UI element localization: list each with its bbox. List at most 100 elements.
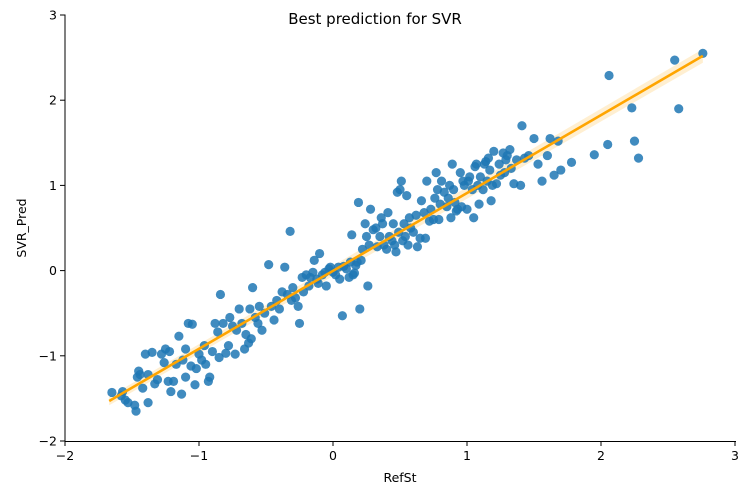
data-point xyxy=(533,159,543,169)
data-point xyxy=(545,133,555,144)
data-point xyxy=(285,226,295,237)
data-point xyxy=(465,172,475,182)
data-point xyxy=(349,268,360,278)
data-point xyxy=(361,231,372,242)
data-point xyxy=(274,304,284,314)
data-point xyxy=(191,363,201,374)
data-point xyxy=(400,231,410,242)
regression-line xyxy=(108,54,704,403)
data-point xyxy=(337,311,347,321)
data-point xyxy=(371,223,381,233)
data-point xyxy=(589,150,599,160)
data-point xyxy=(246,334,256,344)
x-axis-ticks: −2 −1 0 1 2 3 xyxy=(56,441,739,463)
data-point xyxy=(382,244,392,254)
data-point xyxy=(335,274,345,284)
data-point xyxy=(475,172,485,182)
data-point xyxy=(474,199,484,209)
data-point xyxy=(517,121,527,131)
data-point xyxy=(353,197,364,208)
data-point xyxy=(248,283,258,293)
data-point xyxy=(181,372,191,382)
data-point xyxy=(253,318,263,329)
data-point xyxy=(388,219,398,229)
regression-line-layer xyxy=(108,54,704,403)
data-point xyxy=(566,157,577,167)
data-point xyxy=(629,136,640,146)
x-tick-label: 2 xyxy=(597,448,605,463)
x-tick-label: 1 xyxy=(463,448,471,463)
data-point xyxy=(245,304,255,314)
x-tick-label: 0 xyxy=(329,448,337,463)
data-point xyxy=(489,146,499,156)
y-tick-label: 2 xyxy=(49,93,57,108)
data-point xyxy=(315,248,325,259)
data-point xyxy=(218,318,228,329)
data-point xyxy=(213,327,223,337)
data-point xyxy=(269,315,279,325)
data-point xyxy=(447,159,457,169)
data-point xyxy=(288,283,298,293)
data-point xyxy=(159,358,169,368)
data-point xyxy=(633,153,644,163)
data-point xyxy=(408,227,418,237)
y-tick-label: −1 xyxy=(39,348,57,363)
data-point xyxy=(143,398,153,408)
data-point xyxy=(152,375,163,385)
y-axis-label: SVR_Pred xyxy=(14,198,29,257)
data-point xyxy=(168,376,179,386)
data-point xyxy=(225,312,235,323)
data-point xyxy=(396,176,406,186)
chart-title: Best prediction for SVR xyxy=(288,10,462,28)
data-point xyxy=(603,139,613,150)
data-point xyxy=(309,255,319,265)
data-point xyxy=(549,170,559,180)
data-point xyxy=(375,231,385,242)
data-point xyxy=(166,386,176,397)
x-tick-label: 3 xyxy=(731,448,739,463)
data-point xyxy=(230,349,240,359)
data-point xyxy=(412,242,423,252)
data-point xyxy=(360,219,370,229)
data-point xyxy=(390,240,400,250)
data-point xyxy=(434,214,444,225)
y-axis-ticks: −2 −1 0 1 2 3 xyxy=(39,8,65,449)
data-point xyxy=(402,191,412,201)
data-point xyxy=(627,103,637,113)
data-point xyxy=(383,208,393,218)
data-point xyxy=(469,213,479,223)
data-point xyxy=(181,344,191,354)
data-point xyxy=(254,301,264,311)
data-point xyxy=(542,150,553,161)
data-point xyxy=(516,180,526,190)
y-tick-label: −2 xyxy=(39,434,57,449)
data-point xyxy=(483,153,494,163)
data-point xyxy=(280,262,290,272)
data-point xyxy=(207,346,217,357)
data-point xyxy=(257,325,267,335)
data-point xyxy=(505,145,515,155)
data-point xyxy=(223,340,234,351)
data-point xyxy=(138,383,148,393)
data-point xyxy=(436,176,447,186)
data-point xyxy=(422,176,432,186)
data-point xyxy=(365,204,376,214)
data-point xyxy=(176,389,187,399)
data-point xyxy=(446,213,456,223)
data-point xyxy=(430,193,440,203)
data-point xyxy=(471,159,481,169)
x-tick-label: −1 xyxy=(190,448,208,463)
data-point xyxy=(214,352,224,363)
data-point xyxy=(308,267,318,277)
data-point xyxy=(205,372,215,382)
data-point xyxy=(529,133,539,144)
data-point xyxy=(215,289,226,300)
data-point xyxy=(294,318,305,329)
data-point xyxy=(363,281,373,291)
data-point xyxy=(391,247,401,257)
x-tick-label: −2 xyxy=(56,448,74,463)
data-point xyxy=(478,185,488,195)
data-point xyxy=(190,380,200,390)
data-point xyxy=(187,319,197,329)
data-point xyxy=(341,264,351,274)
